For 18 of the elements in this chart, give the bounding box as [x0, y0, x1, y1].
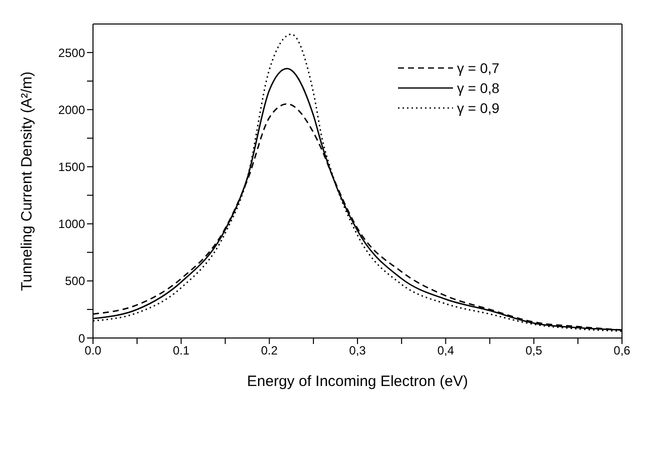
y-tick-label: 2000 [58, 102, 86, 117]
y-tick-label: 2500 [58, 46, 86, 60]
x-axis-title: Energy of Incoming Electron (eV) [247, 373, 468, 390]
y-tick-label: 1500 [58, 160, 86, 174]
y-tick-label: 0 [78, 331, 86, 346]
y-axis-title: Tunneling Current Density (A²/m) [18, 71, 36, 291]
x-tick-label: 0.2 [260, 344, 278, 358]
y-tick-label: 500 [64, 274, 86, 288]
x-tick-label: 0.1 [172, 344, 190, 358]
x-tick-label: 0,6 [614, 344, 631, 358]
x-tick-label: 0,5 [525, 344, 542, 358]
x-tick-label: 0.0 [84, 344, 102, 358]
legend-label: γ = 0,8 [457, 80, 500, 96]
legend-label: γ = 0,9 [457, 100, 500, 116]
x-tick-label: 0,3 [349, 344, 366, 358]
x-tick-label: 0,4 [437, 344, 454, 358]
legend-label: γ = 0,7 [457, 60, 500, 76]
y-tick-label: 1000 [58, 217, 86, 232]
